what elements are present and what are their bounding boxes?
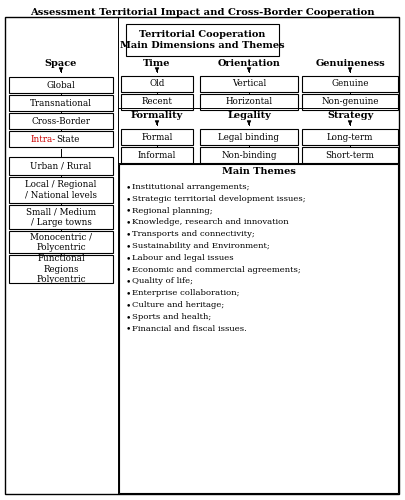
Bar: [200, 147, 298, 163]
Text: Culture and heritage;: Culture and heritage;: [132, 301, 224, 309]
Text: •: •: [126, 242, 131, 251]
Text: Sustainability and Environment;: Sustainability and Environment;: [132, 242, 270, 250]
Text: Sports and health;: Sports and health;: [132, 313, 211, 321]
Text: Cross-Border: Cross-Border: [32, 116, 90, 126]
Bar: [9, 177, 113, 203]
Text: •: •: [126, 278, 131, 286]
Text: Strategic territorial development issues;: Strategic territorial development issues…: [132, 195, 306, 203]
Text: •: •: [126, 266, 131, 274]
Text: •: •: [126, 324, 131, 334]
Text: Labour and legal issues: Labour and legal issues: [132, 254, 234, 262]
Text: Old: Old: [149, 80, 165, 88]
Text: •: •: [126, 195, 131, 204]
Text: Monocentric /
Polycentric: Monocentric / Polycentric: [30, 232, 92, 252]
Text: •: •: [126, 218, 131, 228]
Bar: [121, 76, 193, 92]
Text: Enterprise collaboration;: Enterprise collaboration;: [132, 289, 239, 297]
Text: Global: Global: [47, 80, 75, 90]
Bar: [9, 157, 113, 175]
Text: Functional
Regions
Polycentric: Functional Regions Polycentric: [36, 254, 86, 284]
Text: Non-binding: Non-binding: [221, 150, 277, 160]
Text: Space: Space: [45, 58, 77, 68]
Bar: [9, 113, 113, 129]
Text: Horizontal: Horizontal: [226, 98, 273, 106]
Bar: [121, 94, 193, 110]
Bar: [200, 129, 298, 145]
Bar: [302, 129, 398, 145]
Text: Recent: Recent: [142, 98, 173, 106]
Bar: [9, 231, 113, 253]
Text: Non-genuine: Non-genuine: [321, 98, 379, 106]
Text: Vertical: Vertical: [232, 80, 266, 88]
Text: Short-term: Short-term: [326, 150, 375, 160]
Bar: [200, 76, 298, 92]
Text: Orientation: Orientation: [217, 58, 280, 68]
Bar: [9, 205, 113, 229]
Text: Transnational: Transnational: [30, 98, 92, 108]
Text: Genuine: Genuine: [331, 80, 369, 88]
Bar: [9, 95, 113, 111]
Text: Regional planning;: Regional planning;: [132, 206, 213, 214]
Text: Informal: Informal: [138, 150, 176, 160]
Text: •: •: [126, 230, 131, 239]
Bar: [121, 129, 193, 145]
Text: Strategy: Strategy: [327, 112, 373, 120]
Bar: [9, 131, 113, 147]
Text: •: •: [126, 254, 131, 263]
Bar: [9, 255, 113, 283]
Text: •: •: [126, 183, 131, 192]
Text: Long-term: Long-term: [327, 132, 373, 141]
Bar: [302, 147, 398, 163]
Text: Formal: Formal: [141, 132, 173, 141]
Bar: [9, 77, 113, 93]
Text: Time: Time: [143, 58, 171, 68]
Bar: [302, 76, 398, 92]
Text: Small / Medium
/ Large towns: Small / Medium / Large towns: [26, 208, 96, 227]
Text: State: State: [56, 134, 79, 143]
Text: Territorial Cooperation
Main Dimensions and Themes: Territorial Cooperation Main Dimensions …: [120, 30, 285, 50]
Text: •: •: [126, 289, 131, 298]
Bar: [121, 147, 193, 163]
Text: Local / Regional
/ National levels: Local / Regional / National levels: [25, 180, 97, 200]
Text: Legal binding: Legal binding: [219, 132, 279, 141]
Text: •: •: [126, 301, 131, 310]
Text: Transports and connectivity;: Transports and connectivity;: [132, 230, 255, 238]
Text: Quality of life;: Quality of life;: [132, 278, 193, 285]
Bar: [302, 94, 398, 110]
Text: Main Themes: Main Themes: [222, 168, 295, 176]
Bar: [119, 164, 398, 493]
Text: Legality: Legality: [227, 112, 271, 120]
Text: Knowledge, research and innovation: Knowledge, research and innovation: [132, 218, 289, 226]
Text: Assessment Territorial Impact and Cross-Border Cooperation: Assessment Territorial Impact and Cross-…: [30, 8, 374, 17]
Text: Financial and fiscal issues.: Financial and fiscal issues.: [132, 324, 247, 332]
Text: •: •: [126, 313, 131, 322]
Text: Economic and commercial agreements;: Economic and commercial agreements;: [132, 266, 301, 274]
Bar: [126, 24, 279, 56]
Text: Genuineness: Genuineness: [315, 58, 385, 68]
Text: Institutional arrangements;: Institutional arrangements;: [132, 183, 249, 191]
Bar: [200, 94, 298, 110]
Text: •: •: [126, 206, 131, 216]
Text: Urban / Rural: Urban / Rural: [30, 162, 92, 170]
Text: Formality: Formality: [131, 112, 183, 120]
Text: Intra-: Intra-: [31, 134, 56, 143]
